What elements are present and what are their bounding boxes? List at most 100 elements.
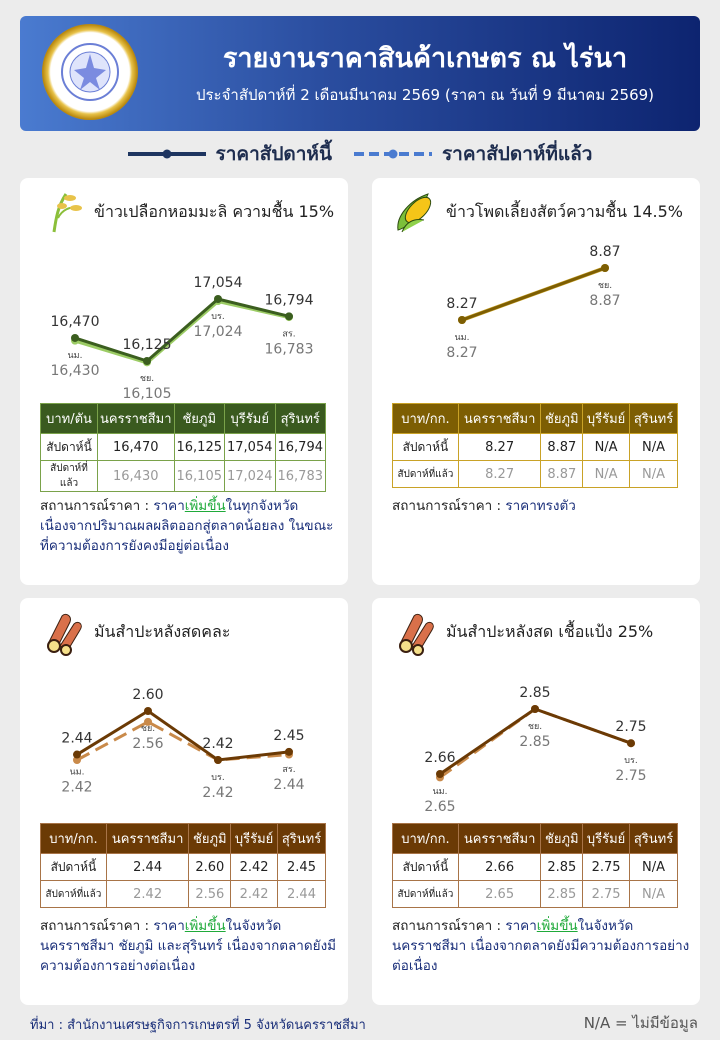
province-header: นครราชสีมา <box>105 823 190 854</box>
previous-price-cell: 2.75 <box>582 880 631 908</box>
current-price-cell: 17,054 <box>224 433 276 461</box>
table-row-current: สัปดาห์นี้ 2.44 2.60 2.42 2.45 <box>40 853 326 881</box>
price-table: บาท/ตัน นครราชสีมา ชัยภูมิ บุรีรัมย์ สุรินทร… <box>39 403 326 492</box>
province-header: บุรีรัมย์ <box>224 403 276 434</box>
price-line-chart: 2.44 นม. 2.42 2.60 ชย. 2.56 2.42 บร. 2.42 2.45 สร.… <box>61 687 304 801</box>
legend-previous-label: ราคาสัปดาห์ที่แล้ว <box>441 143 593 165</box>
province-header: ชัยภูมิ <box>173 403 225 434</box>
corn-icon <box>397 193 432 233</box>
report-title: รายงานราคาสินค้าเกษตร ณ ไร่นา <box>222 43 628 74</box>
previous-price-cell: 2.42 <box>105 880 190 908</box>
province-abbrev-label: ชย. <box>598 281 612 291</box>
current-week-line <box>76 709 290 762</box>
price-status: สถานการณ์ราคา : ราคาเพิ่มขึ้นในจังหวัดนค… <box>40 916 340 976</box>
previous-value-label: 17,024 <box>194 324 243 340</box>
current-price-cell: 2.85 <box>540 853 584 881</box>
status-text: ราคาทรงตัว <box>505 498 576 514</box>
status-text: ราคา <box>153 498 185 514</box>
office-logo <box>42 24 138 120</box>
current-value-label: 17,054 <box>194 275 243 291</box>
province-header: สุรินทร์ <box>277 823 326 854</box>
province-abbrev-label: นม. <box>455 333 470 343</box>
current-point <box>71 333 79 342</box>
current-point <box>627 739 635 748</box>
previous-price-cell: 2.85 <box>540 880 584 908</box>
rice-icon <box>52 193 82 233</box>
report-header: รายงานราคาสินค้าเกษตร ณ ไร่นา ประจำสัปดา… <box>20 16 700 131</box>
legend-previous: ราคาสัปดาห์ที่แล้ว <box>353 139 593 169</box>
row-label: สัปดาห์นี้ <box>40 853 107 881</box>
commodity-card: มันสำปะหลังสดคละ 2.44 นม. 2.42 2.60 ชย. 2.56 2… <box>20 598 348 1005</box>
province-header: บุรีรัมย์ <box>230 823 279 854</box>
previous-value-label: 2.65 <box>424 799 455 815</box>
commodity-title: ข้าวโพดเลี้ยงสัตว์ความชื้น 14.5% <box>446 202 683 221</box>
commodity-title: ข้าวเปลือกหอมมะลิ ความชื้น 15% <box>94 202 335 221</box>
previous-value-label: 2.56 <box>132 736 163 752</box>
unit-header: บาท/กก. <box>40 823 107 854</box>
current-point <box>458 316 466 324</box>
row-label: สัปดาห์ที่แล้ว <box>392 460 459 488</box>
table-row-current: สัปดาห์นี้ 16,470 16,125 17,054 16,794 <box>39 433 326 461</box>
current-price-cell: 16,794 <box>274 433 326 461</box>
na-note: N/A = ไม่มีข้อมูล <box>583 1014 698 1032</box>
previous-value-label: 8.87 <box>589 293 620 309</box>
previous-price-cell: 2.42 <box>230 880 279 908</box>
province-abbrev-label: นม. <box>68 351 83 361</box>
current-week-line <box>461 266 606 322</box>
previous-price-cell: 8.27 <box>457 460 542 488</box>
price-status: สถานการณ์ราคา : ราคาเพิ่มขึ้นในจังหวัดนค… <box>392 916 692 976</box>
province-abbrev-label: บร. <box>624 756 637 766</box>
province-header: ชัยภูมิ <box>188 823 232 854</box>
price-status: สถานการณ์ราคา : ราคาเพิ่มขึ้นในทุกจังหวั… <box>40 496 340 556</box>
price-status: สถานการณ์ราคา : ราคาทรงตัว <box>392 496 692 516</box>
previous-price-cell: 16,430 <box>97 460 175 492</box>
province-header: สุรินทร์ <box>274 403 326 434</box>
province-header: นครราชสีมา <box>97 403 175 434</box>
current-price-cell: 8.87 <box>540 433 584 461</box>
current-price-cell: 16,470 <box>97 433 175 461</box>
current-price-cell: 2.42 <box>230 853 279 881</box>
previous-point <box>144 717 152 726</box>
status-label: สถานการณ์ราคา : <box>392 498 506 514</box>
previous-value-label: 16,105 <box>123 386 172 402</box>
row-label: สัปดาห์ที่แล้ว <box>40 880 107 908</box>
province-header: ชัยภูมิ <box>540 823 584 854</box>
current-week-line <box>74 297 290 363</box>
current-value-label: 2.42 <box>202 736 233 752</box>
current-value-label: 2.44 <box>61 731 92 747</box>
status-text: ราคา <box>505 918 537 934</box>
legend: ราคาสัปดาห์นี้ ราคาสัปดาห์ที่แล้ว <box>0 140 720 168</box>
status-trend: เพิ่มขึ้น <box>184 498 226 514</box>
commodity-card: ข้าวโพดเลี้ยงสัตว์ความชื้น 14.5% 8.27 นม.… <box>372 178 700 585</box>
current-price-cell: 2.44 <box>105 853 190 881</box>
legend-current-label: ราคาสัปดาห์นี้ <box>215 143 332 165</box>
current-price-cell: 2.60 <box>188 853 232 881</box>
current-point <box>144 707 152 715</box>
current-price-cell: N/A <box>582 433 631 461</box>
previous-price-cell: N/A <box>629 880 678 908</box>
previous-price-cell: N/A <box>629 460 678 488</box>
row-label: สัปดาห์นี้ <box>392 853 459 881</box>
current-value-label: 16,794 <box>265 292 314 308</box>
previous-value-label: 2.75 <box>615 768 646 784</box>
current-value-label: 2.45 <box>273 728 304 744</box>
current-value-label: 16,125 <box>123 337 172 353</box>
commodity-card: ข้าวเปลือกหอมมะลิ ความชื้น 15% 16,470 นม.… <box>20 178 348 585</box>
status-detail: ในทุกจังหวัด เนื่องจากปริมาณผลผลิตออกสู่… <box>40 498 334 554</box>
current-value-label: 8.87 <box>589 244 620 260</box>
province-abbrev-label: นม. <box>433 787 448 797</box>
previous-price-cell: 16,105 <box>173 460 225 492</box>
status-trend: เพิ่มขึ้น <box>184 918 226 934</box>
province-abbrev-label: สร. <box>282 329 295 339</box>
cassava-icon <box>399 613 434 656</box>
province-abbrev-label: สร. <box>282 765 295 775</box>
price-table: บาท/กก. นครราชสีมา ชัยภูมิ บุรีรัมย์ สุรินทร… <box>40 823 326 908</box>
table-row-previous: สัปดาห์ที่แล้ว 16,430 16,105 17,024 16,783 <box>39 460 326 492</box>
current-value-label: 2.60 <box>132 687 163 703</box>
province-abbrev-label: ชย. <box>141 724 155 734</box>
previous-value-label: 2.42 <box>202 785 233 801</box>
current-price-cell: 2.75 <box>582 853 631 881</box>
previous-price-cell: 2.44 <box>277 880 326 908</box>
table-row-previous: สัปดาห์ที่แล้ว 8.27 8.87 N/A N/A <box>392 460 678 488</box>
status-label: สถานการณ์ราคา : <box>392 918 506 934</box>
